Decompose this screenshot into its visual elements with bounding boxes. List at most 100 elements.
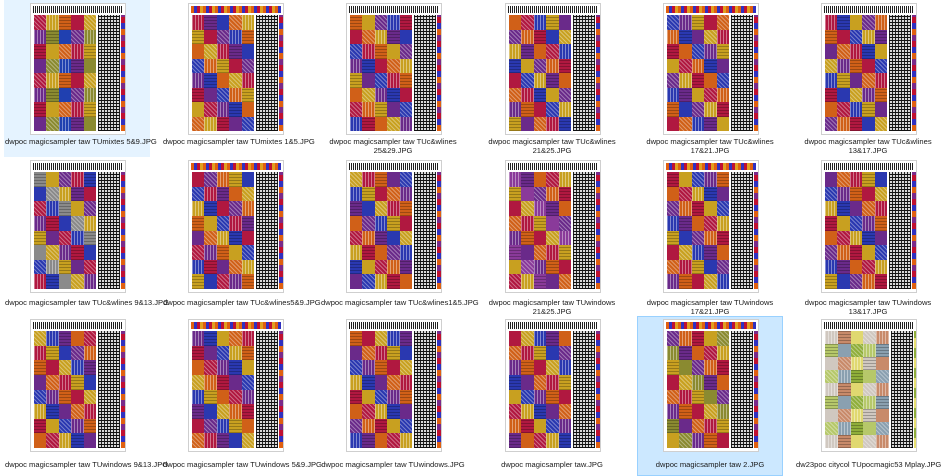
weave-block — [837, 186, 851, 202]
weave-block — [362, 245, 376, 260]
file-item[interactable]: dwpoc magicsampler taw TUwindows 17&21.J… — [637, 157, 783, 316]
weave-block — [83, 29, 97, 44]
weave-block — [667, 404, 680, 419]
file-item[interactable]: dwpoc magicsampler taw TUwindows 9&13.JP… — [4, 316, 168, 476]
weave-block — [704, 29, 718, 44]
weave-block — [34, 215, 47, 231]
weave-block — [34, 87, 47, 102]
weave-block — [204, 404, 217, 419]
weave-block — [58, 87, 72, 102]
file-item[interactable]: dwpoc magicsampler taw TUc&wlines 25&29.… — [320, 0, 466, 157]
weave-block — [546, 418, 560, 434]
weave-block — [546, 15, 560, 30]
file-item[interactable]: dwpoc magicsampler taw TUwindows 5&9.JPG — [162, 316, 322, 476]
weave-block — [837, 396, 851, 409]
weave-block — [558, 58, 572, 73]
weave-block — [825, 116, 838, 131]
file-item[interactable]: dwpoc magicsampler taw TUc&wlines 13&17.… — [795, 0, 941, 157]
weave-block — [192, 172, 205, 187]
weave-block — [509, 230, 522, 246]
weave-block — [58, 331, 72, 346]
weave-block — [374, 230, 388, 246]
weave-block — [192, 73, 205, 88]
weave-block — [362, 215, 376, 231]
weave-block — [204, 116, 218, 131]
weave-block — [691, 172, 705, 187]
weave-block — [521, 360, 535, 375]
weave-block — [691, 29, 705, 44]
weave-block — [83, 433, 96, 448]
file-thumbnail — [505, 3, 601, 135]
draft-treadling — [98, 15, 120, 131]
draft-threading — [33, 322, 123, 329]
weave-block — [350, 215, 363, 231]
weave-block — [83, 87, 97, 102]
weave-block — [716, 201, 730, 216]
file-item[interactable]: dwpoc magicsampler taw TUc&wlines 17&21.… — [637, 0, 783, 157]
weave-block — [874, 58, 888, 73]
file-item[interactable]: dwpoc magicsampler taw TUwindows 13&17.J… — [795, 157, 941, 316]
file-item[interactable]: dw23poc citycol TUpocmagic53 Mplay.JPG — [795, 316, 941, 476]
weave-block — [558, 418, 572, 434]
file-item[interactable]: dwpoc magicsampler taw TUmixtes 5&9.JPG — [4, 0, 157, 157]
weave-block — [704, 331, 717, 346]
weave-block — [521, 44, 535, 59]
weave-block — [533, 374, 547, 390]
weave-pattern — [192, 172, 255, 289]
weave-block — [679, 201, 693, 216]
weave-block — [862, 215, 876, 231]
weave-block — [34, 116, 47, 131]
file-name: dwpoc magicsampler taw TUwindows 21&25.J… — [488, 298, 616, 316]
weave-block — [34, 433, 47, 448]
weave-block — [46, 215, 60, 231]
weave-block — [850, 435, 864, 448]
weave-block — [58, 215, 72, 231]
weave-block — [558, 331, 571, 346]
weave-block — [691, 102, 705, 117]
weave-block — [387, 374, 401, 390]
file-item[interactable]: dwpoc magicsampler taw TUwindows.JPG — [320, 316, 466, 476]
weave-block — [387, 331, 401, 346]
weave-block — [204, 186, 218, 202]
weave-block — [387, 245, 401, 260]
weave-block — [350, 44, 363, 59]
weave-block — [83, 274, 97, 289]
file-thumbnail — [821, 160, 917, 293]
weave-block — [387, 345, 401, 361]
weave-block — [704, 245, 718, 260]
file-item[interactable]: dwpoc magicsampler taw TUc&wlines 9&13.J… — [4, 157, 169, 314]
weave-block — [862, 230, 876, 246]
weave-block — [849, 230, 863, 246]
weave-block — [533, 186, 547, 202]
file-item[interactable]: dwpoc magicsampler taw.JPG — [479, 316, 625, 476]
weave-block — [850, 422, 864, 435]
file-item[interactable]: dwpoc magicsampler taw TUwindows 21&25.J… — [479, 157, 625, 316]
weave-block — [558, 201, 571, 216]
weave-block — [558, 374, 572, 390]
weave-block — [874, 201, 888, 216]
weave-block — [374, 345, 388, 361]
weave-block — [204, 87, 217, 102]
file-thumbnail — [821, 3, 917, 135]
weft-color-strip — [279, 331, 283, 448]
weave-block — [362, 389, 375, 405]
file-item[interactable]: dwpoc magicsampler taw TUmixtes 1&5.JPG — [162, 0, 315, 157]
file-item[interactable]: dwpoc magicsampler taw TUc&wlines5&9.JPG — [162, 157, 321, 314]
weave-block — [716, 102, 730, 117]
weave-block — [229, 186, 242, 202]
weave-block — [83, 215, 97, 231]
weave-block — [874, 215, 888, 231]
weave-block — [704, 345, 718, 361]
file-item[interactable]: dwpoc magicsampler taw TUc&wlines1&5.JPG — [320, 157, 479, 314]
weave-block — [216, 87, 230, 102]
file-item[interactable]: dwpoc magicsampler taw TUc&wlines 21&25.… — [479, 0, 625, 157]
weave-block — [509, 259, 522, 275]
weave-block — [362, 230, 376, 246]
weave-block — [863, 383, 877, 396]
weave-block — [46, 73, 60, 88]
file-item[interactable]: dwpoc magicsampler taw 2.JPG — [637, 316, 783, 476]
weave-block — [216, 15, 230, 30]
weave-block — [216, 186, 230, 202]
weft-color-strip — [279, 15, 283, 131]
file-name: dw23poc citycol TUpocmagic53 Mplay.JPG — [796, 460, 942, 469]
